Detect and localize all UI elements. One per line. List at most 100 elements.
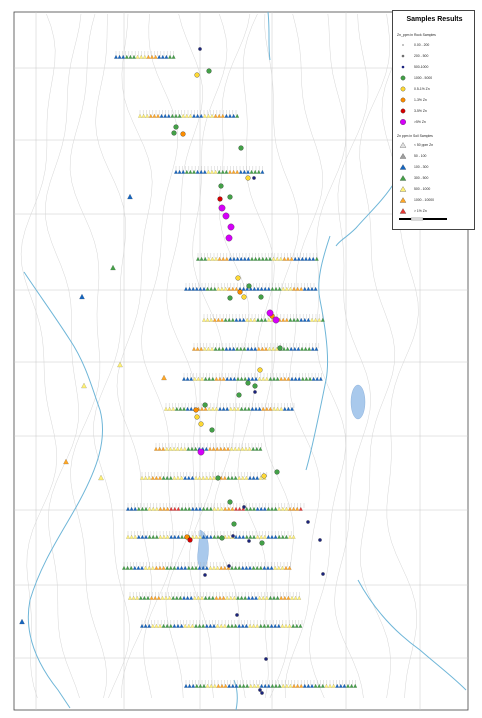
soil-sample-marker bbox=[220, 169, 225, 174]
soil-sample-marker bbox=[230, 506, 235, 511]
soil-sample-marker bbox=[259, 683, 264, 688]
soil-sample-marker bbox=[147, 475, 152, 480]
soil-sample-marker bbox=[235, 113, 240, 118]
soil-sample-marker bbox=[247, 446, 252, 451]
soil-sample-marker bbox=[194, 683, 199, 688]
soil-sample-marker bbox=[266, 506, 271, 511]
soil-sample-marker bbox=[270, 506, 274, 511]
soil-sample-marker bbox=[174, 406, 179, 411]
soil-sample-marker bbox=[164, 446, 169, 451]
soil-sample-marker bbox=[150, 565, 155, 570]
soil-sample-marker bbox=[252, 506, 256, 511]
soil-sample-marker bbox=[292, 346, 297, 351]
soil-sample-marker bbox=[151, 506, 156, 511]
soil-sample-marker bbox=[233, 446, 238, 451]
soil-sample-marker bbox=[237, 534, 242, 539]
soil-sample-marker bbox=[249, 346, 254, 351]
soil-sample-marker bbox=[160, 595, 165, 600]
soil-sample-marker bbox=[256, 317, 260, 322]
soil-sample-marker bbox=[250, 256, 254, 261]
soil-sample-marker bbox=[311, 376, 316, 381]
soil-sample-marker bbox=[176, 506, 181, 511]
soil-sample-marker bbox=[182, 595, 186, 600]
rock-sample-marker bbox=[238, 145, 244, 151]
soil-sample-marker bbox=[172, 565, 177, 570]
soil-sample-marker bbox=[190, 623, 195, 628]
soil-sample-marker bbox=[194, 623, 198, 628]
soil-sample-marker bbox=[302, 317, 307, 322]
soil-sample-marker bbox=[275, 595, 280, 600]
soil-sample-marker bbox=[255, 475, 260, 480]
soil-sample-marker bbox=[217, 346, 222, 351]
rock-sample-marker bbox=[217, 196, 223, 202]
soil-sample-marker bbox=[183, 506, 188, 511]
soil-sample-marker bbox=[279, 406, 284, 411]
soil-sample-marker bbox=[293, 595, 298, 600]
soil-sample-marker bbox=[248, 623, 252, 628]
soil-sample-marker bbox=[196, 595, 201, 600]
soil-line bbox=[192, 343, 319, 351]
soil-sample-marker bbox=[194, 475, 198, 480]
soil-sample-marker bbox=[279, 595, 284, 600]
soil-sample-marker bbox=[150, 54, 154, 59]
soil-sample-marker bbox=[295, 506, 300, 511]
soil-sample-marker bbox=[268, 376, 273, 381]
soil-sample-marker bbox=[259, 286, 264, 291]
soil-sample-marker bbox=[280, 565, 285, 570]
legend-row: 1000 - 5000 bbox=[399, 75, 473, 81]
soil-sample-marker bbox=[211, 446, 216, 451]
soil-sample-marker bbox=[171, 406, 176, 411]
soil-sample-marker bbox=[239, 376, 244, 381]
soil-sample-marker bbox=[268, 406, 273, 411]
soil-sample-marker bbox=[246, 169, 250, 174]
soil-sample-marker bbox=[260, 169, 265, 174]
soil-sample-marker bbox=[288, 286, 293, 291]
soil-sample-marker bbox=[234, 317, 239, 322]
soil-sample-marker bbox=[256, 286, 260, 291]
soil-sample-marker bbox=[209, 286, 214, 291]
soil-sample-marker bbox=[282, 595, 287, 600]
soil-sample-marker bbox=[291, 623, 296, 628]
soil-sample-marker bbox=[138, 113, 142, 118]
soil-sample-marker bbox=[165, 475, 170, 480]
rock-sample-marker bbox=[261, 473, 267, 479]
soil-sample-marker bbox=[273, 534, 278, 539]
soil-sample-marker bbox=[242, 256, 247, 261]
soil-sample-marker bbox=[225, 595, 230, 600]
rock-sample-marker bbox=[235, 613, 239, 617]
soil-sample-marker bbox=[135, 54, 140, 59]
soil-sample-marker bbox=[203, 406, 208, 411]
map-frame bbox=[13, 11, 469, 711]
rock-sample-marker bbox=[258, 294, 264, 300]
soil-sample-marker bbox=[230, 683, 235, 688]
soil-sample-marker bbox=[159, 113, 164, 118]
soil-sample-marker bbox=[233, 623, 238, 628]
soil-sample-marker bbox=[110, 264, 116, 271]
soil-sample-marker bbox=[236, 595, 240, 600]
rock-sample-marker bbox=[194, 72, 200, 78]
soil-sample-marker bbox=[284, 506, 289, 511]
soil-sample-marker bbox=[282, 406, 287, 411]
soil-sample-marker bbox=[223, 683, 228, 688]
soil-sample-marker bbox=[149, 595, 154, 600]
soil-sample-marker bbox=[168, 565, 173, 570]
soil-sample-marker bbox=[221, 595, 226, 600]
soil-sample-marker bbox=[264, 346, 268, 351]
soil-sample-marker bbox=[194, 565, 198, 570]
soil-sample-marker bbox=[331, 683, 336, 688]
rock-legend-heading: Zn_ppm in Rock Samples bbox=[397, 33, 436, 37]
soil-sample-marker bbox=[127, 193, 133, 200]
rock-sample-marker bbox=[245, 380, 251, 386]
soil-sample-marker bbox=[258, 446, 263, 451]
legend-label: 1000 - 5000 bbox=[414, 76, 433, 80]
soil-sample-marker bbox=[310, 286, 314, 291]
soil-sample-marker bbox=[207, 376, 212, 381]
soil-sample-marker bbox=[217, 113, 222, 118]
soil-sample-marker bbox=[212, 565, 216, 570]
soil-sample-marker bbox=[258, 475, 263, 480]
soil-sample-marker bbox=[264, 406, 269, 411]
soil-sample-marker bbox=[244, 623, 249, 628]
soil-sample-marker bbox=[269, 565, 274, 570]
soil-sample-marker bbox=[157, 54, 162, 59]
soil-sample-marker bbox=[237, 623, 242, 628]
